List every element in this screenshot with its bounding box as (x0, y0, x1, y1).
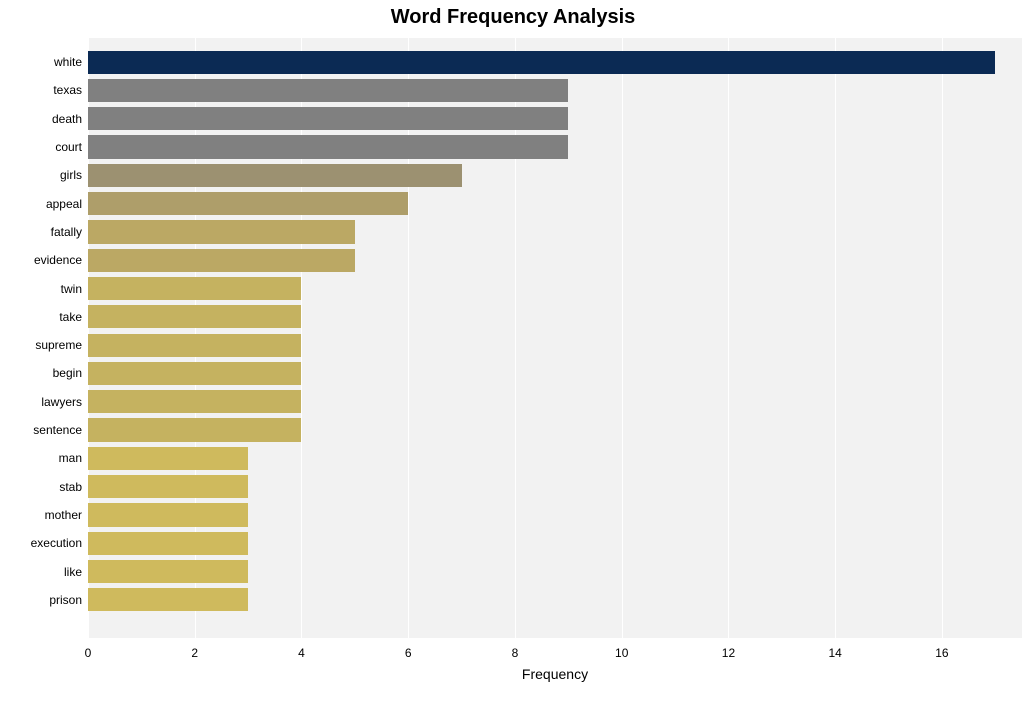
y-axis-label: lawyers (41, 395, 82, 409)
bar (88, 135, 568, 158)
bar (88, 277, 301, 300)
bar (88, 503, 248, 526)
x-tick-label: 6 (405, 646, 412, 660)
x-tick-label: 12 (722, 646, 735, 660)
y-axis-label: supreme (35, 338, 82, 352)
grid-line (728, 38, 729, 638)
grid-line (942, 38, 943, 638)
bar (88, 305, 301, 328)
grid-line (835, 38, 836, 638)
bar (88, 192, 408, 215)
x-tick-label: 14 (829, 646, 842, 660)
y-axis-label: texas (53, 83, 82, 97)
bar (88, 447, 248, 470)
x-axis-label: Frequency (88, 666, 1022, 682)
bar (88, 362, 301, 385)
y-axis-label: stab (59, 480, 82, 494)
x-tick-label: 4 (298, 646, 305, 660)
chart-title: Word Frequency Analysis (0, 6, 1026, 29)
y-axis-label: sentence (33, 423, 82, 437)
y-axis-label: man (59, 451, 82, 465)
y-axis-label: death (52, 112, 82, 126)
y-axis-label: like (64, 565, 82, 579)
x-tick-label: 2 (191, 646, 198, 660)
x-tick-label: 8 (512, 646, 519, 660)
x-tick-label: 0 (85, 646, 92, 660)
bar (88, 220, 355, 243)
bar (88, 588, 248, 611)
plot-area (88, 38, 1022, 638)
y-axis-label: girls (60, 168, 82, 182)
x-tick-label: 10 (615, 646, 628, 660)
y-axis-label: execution (31, 536, 82, 550)
bar (88, 560, 248, 583)
bar (88, 51, 995, 74)
bar (88, 249, 355, 272)
y-axis-label: begin (53, 366, 82, 380)
bar (88, 79, 568, 102)
y-axis-label: white (54, 55, 82, 69)
bar (88, 418, 301, 441)
chart-container: Word Frequency Analysis Frequency white t… (0, 0, 1026, 701)
y-axis-label: evidence (34, 253, 82, 267)
y-axis-label: court (55, 140, 82, 154)
grid-line (622, 38, 623, 638)
bar (88, 164, 462, 187)
bar (88, 532, 248, 555)
y-axis-label: fatally (51, 225, 82, 239)
bar (88, 107, 568, 130)
bar (88, 390, 301, 413)
bar (88, 334, 301, 357)
y-axis-label: take (59, 310, 82, 324)
x-tick-label: 16 (935, 646, 948, 660)
bar (88, 475, 248, 498)
y-axis-label: appeal (46, 197, 82, 211)
y-axis-label: mother (45, 508, 82, 522)
y-axis-label: prison (49, 593, 82, 607)
y-axis-label: twin (61, 282, 82, 296)
